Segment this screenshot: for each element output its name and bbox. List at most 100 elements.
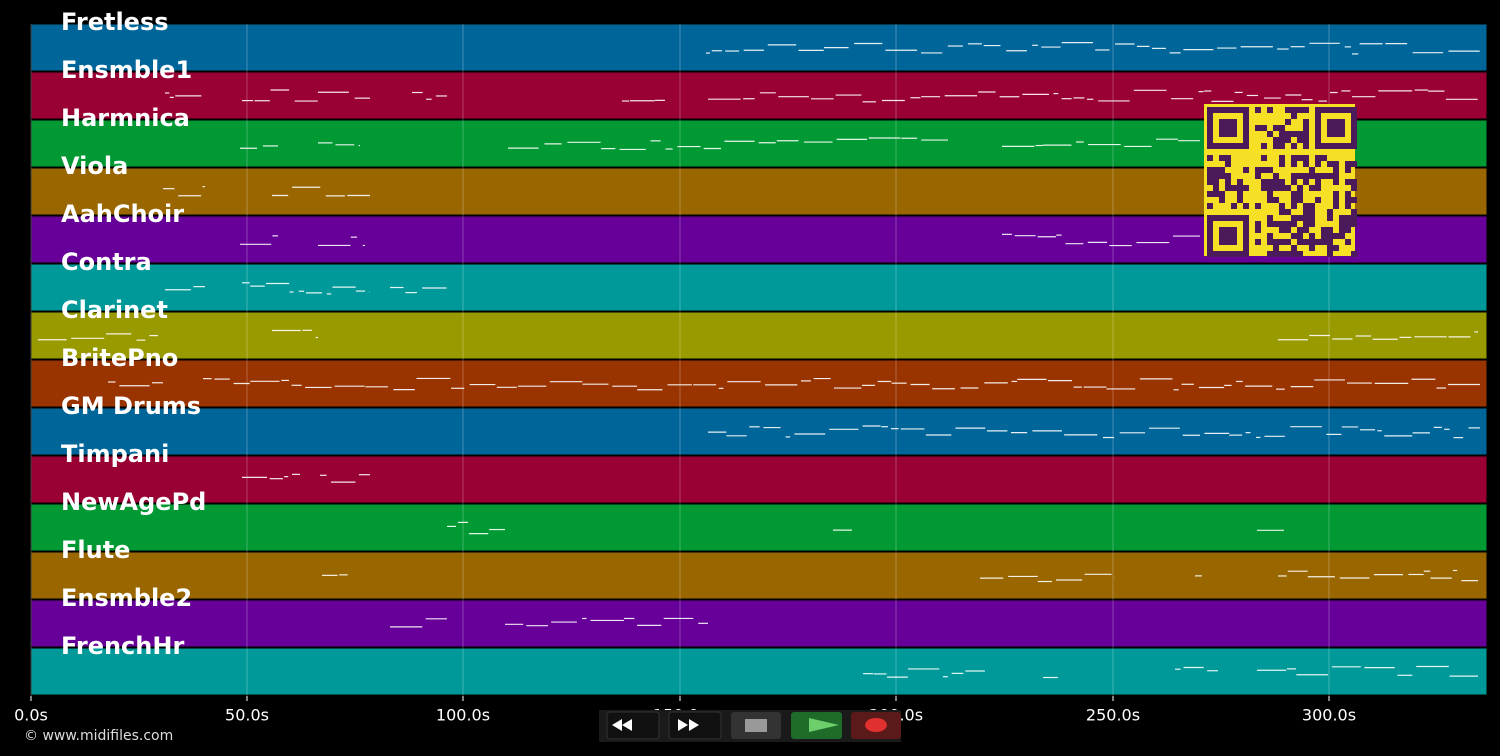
tick-label: 50.0s: [225, 706, 269, 725]
qr-module: [1279, 161, 1285, 167]
qr-module: [1339, 143, 1345, 149]
qr-module: [1351, 215, 1357, 221]
qr-module: [1207, 233, 1213, 239]
qr-module: [1279, 227, 1285, 233]
qr-module: [1231, 143, 1237, 149]
rewind-button[interactable]: [606, 711, 660, 740]
qr-module: [1267, 131, 1273, 137]
track-name: Harmnica: [61, 104, 190, 132]
qr-module: [1345, 191, 1351, 197]
qr-module: [1243, 221, 1249, 227]
qr-module: [1297, 155, 1303, 161]
qr-module: [1291, 191, 1297, 197]
qr-module: [1339, 131, 1345, 137]
qr-module: [1315, 131, 1321, 137]
record-button[interactable]: [851, 712, 901, 739]
qr-module: [1267, 239, 1273, 245]
qr-module: [1285, 209, 1291, 215]
qr-module: [1261, 179, 1267, 185]
qr-module: [1219, 119, 1225, 125]
qr-module: [1327, 107, 1333, 113]
qr-module: [1303, 131, 1309, 137]
qr-module: [1297, 131, 1303, 137]
qr-module: [1213, 179, 1219, 185]
qr-module: [1345, 221, 1351, 227]
qr-module: [1339, 227, 1345, 233]
qr-module: [1219, 215, 1225, 221]
notes: [38, 42, 1480, 679]
qr-module: [1207, 251, 1213, 257]
qr-module: [1351, 179, 1357, 185]
qr-module: [1321, 227, 1327, 233]
qr-module: [1267, 167, 1273, 173]
qr-module: [1243, 233, 1249, 239]
qr-module: [1255, 227, 1261, 233]
qr-module: [1345, 107, 1351, 113]
qr-module: [1255, 221, 1261, 227]
track-lane: [30, 551, 1488, 600]
qr-module: [1345, 161, 1351, 167]
qr-module: [1243, 137, 1249, 143]
qr-module: [1327, 215, 1333, 221]
qr-module: [1279, 203, 1285, 209]
qr-module: [1225, 107, 1231, 113]
forward-button[interactable]: [668, 711, 722, 740]
qr-module: [1333, 179, 1339, 185]
qr-module: [1225, 119, 1231, 125]
qr-module: [1351, 221, 1357, 227]
qr-module: [1315, 179, 1321, 185]
qr-module: [1345, 203, 1351, 209]
qr-module: [1339, 215, 1345, 221]
qr-module: [1315, 197, 1321, 203]
qr-module: [1225, 143, 1231, 149]
qr-module: [1291, 233, 1297, 239]
track-name: AahChoir: [61, 200, 184, 228]
qr-module: [1207, 173, 1213, 179]
qr-module: [1297, 233, 1303, 239]
qr-module: [1291, 143, 1297, 149]
qr-module: [1327, 131, 1333, 137]
qr-module: [1285, 221, 1291, 227]
qr-module: [1237, 143, 1243, 149]
qr-module: [1333, 173, 1339, 179]
qr-module: [1255, 203, 1261, 209]
qr-module: [1327, 143, 1333, 149]
qr-module: [1297, 251, 1303, 257]
qr-module: [1291, 179, 1297, 185]
track-name: Contra: [61, 248, 152, 276]
qr-module: [1243, 131, 1249, 137]
qr-module: [1267, 185, 1273, 191]
qr-module: [1279, 137, 1285, 143]
qr-module: [1243, 239, 1249, 245]
play-button[interactable]: [791, 712, 842, 739]
qr-module: [1225, 125, 1231, 131]
qr-module: [1327, 239, 1333, 245]
qr-module: [1231, 203, 1237, 209]
track-name: Flute: [61, 536, 130, 564]
qr-module: [1351, 161, 1357, 167]
qr-module: [1327, 161, 1333, 167]
qr-module: [1315, 173, 1321, 179]
qr-module: [1267, 251, 1273, 257]
qr-module: [1273, 137, 1279, 143]
qr-module: [1219, 191, 1225, 197]
qr-module: [1231, 251, 1237, 257]
qr-module: [1207, 167, 1213, 173]
stop-button[interactable]: [731, 712, 781, 739]
track-name: Ensmble2: [61, 584, 192, 612]
qr-module: [1243, 119, 1249, 125]
qr-module: [1351, 143, 1357, 149]
tick-label: 100.0s: [436, 706, 490, 725]
qr-module: [1237, 251, 1243, 257]
track-lane: [30, 23, 1488, 72]
qr-module: [1333, 203, 1339, 209]
qr-module: [1291, 131, 1297, 137]
qr-module: [1231, 107, 1237, 113]
qr-module: [1303, 221, 1309, 227]
qr-module: [1297, 191, 1303, 197]
qr-module: [1219, 131, 1225, 137]
qr-module: [1333, 131, 1339, 137]
qr-module: [1303, 239, 1309, 245]
qr-module: [1273, 245, 1279, 251]
qr-module: [1309, 221, 1315, 227]
